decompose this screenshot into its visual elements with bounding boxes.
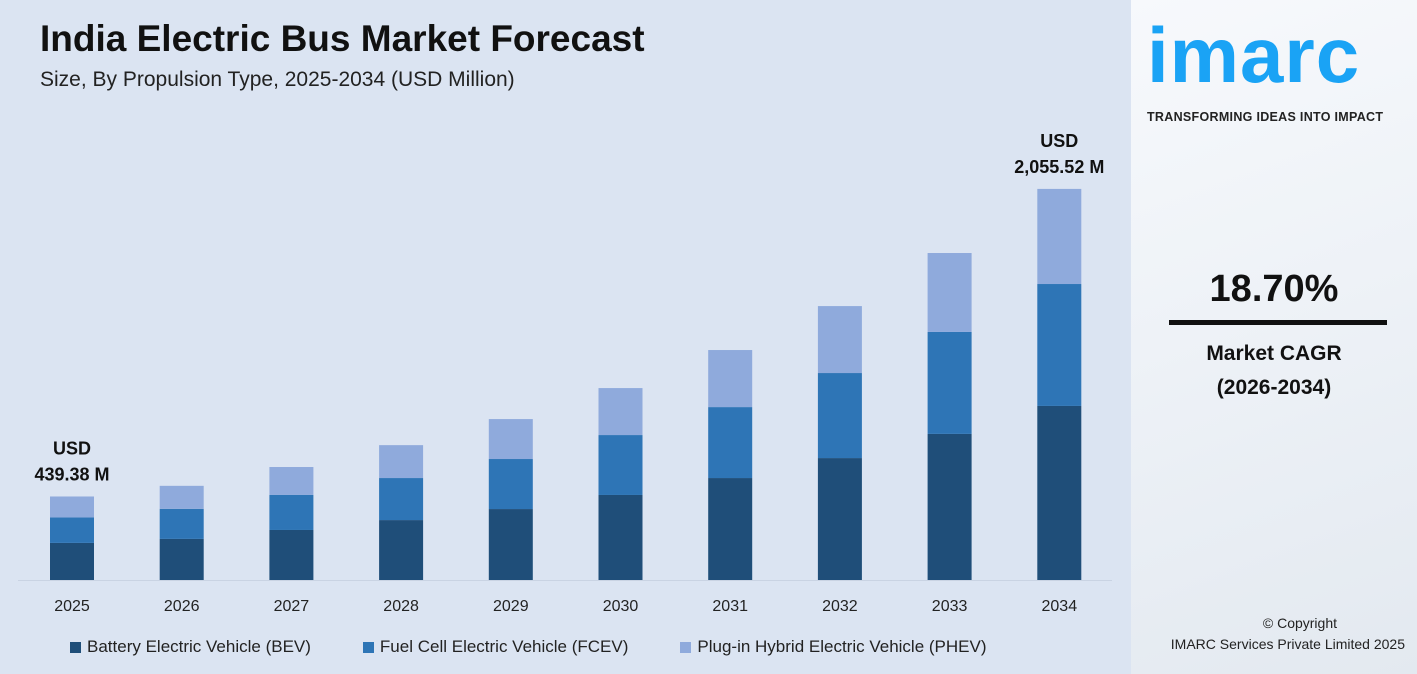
bar-segment-2029-1 bbox=[488, 459, 533, 510]
company-name: IMARC Services Private Limited 2025 bbox=[1170, 636, 1405, 652]
legend: Battery Electric Vehicle (BEV) Fuel Cell … bbox=[70, 637, 1039, 657]
data-label-2025: 439.38 M bbox=[34, 464, 109, 484]
data-label-2034: 2,055.52 M bbox=[1014, 157, 1104, 177]
legend-item: Plug-in Hybrid Electric Vehicle (PHEV) bbox=[680, 637, 987, 657]
x-tick-label: 2032 bbox=[822, 598, 858, 615]
legend-item: Fuel Cell Electric Vehicle (FCEV) bbox=[362, 637, 629, 657]
bar-segment-2031-1 bbox=[708, 407, 753, 479]
x-tick-label: 2026 bbox=[164, 598, 200, 615]
chart-subtitle: Size, By Propulsion Type, 2025-2034 (USD… bbox=[40, 68, 515, 91]
bar-segment-2030-0 bbox=[598, 494, 643, 580]
bar-segment-2025-0 bbox=[50, 542, 94, 580]
legend-swatch bbox=[70, 641, 81, 653]
cagr-divider bbox=[1169, 320, 1387, 325]
legend-label: Fuel Cell Electric Vehicle (FCEV) bbox=[379, 637, 629, 656]
data-label-2034: USD bbox=[1040, 131, 1078, 151]
bar-segment-2032-0 bbox=[817, 458, 862, 580]
bar-segment-2027-2 bbox=[269, 467, 314, 495]
x-tick-label: 2029 bbox=[493, 598, 529, 615]
bar-segment-2028-0 bbox=[379, 520, 424, 580]
cagr-value: 18.70% bbox=[1209, 268, 1339, 310]
bar-chart: 2025 2026 2027 2028 2029 2030 2031 2032 2033 2034… bbox=[18, 131, 1112, 615]
imarc-logo: imarc bbox=[1147, 11, 1361, 99]
cagr-label: Market CAGR bbox=[1206, 342, 1342, 365]
bar-segment-2026-2 bbox=[159, 485, 204, 509]
x-tick-label: 2027 bbox=[274, 598, 310, 615]
x-tick-label: 2028 bbox=[383, 598, 419, 615]
legend-swatch bbox=[362, 641, 374, 653]
bar-segment-2026-0 bbox=[159, 538, 204, 580]
bar-segment-2028-2 bbox=[379, 445, 424, 479]
bar-segment-2034-2 bbox=[1037, 188, 1082, 285]
bar-segment-2031-2 bbox=[708, 350, 753, 408]
x-tick-label: 2031 bbox=[712, 598, 748, 615]
bar-segment-2032-1 bbox=[817, 373, 862, 459]
chart-panel: India Electric Bus Market Forecast Size,… bbox=[18, 18, 1112, 657]
x-tick-label: 2033 bbox=[932, 598, 968, 615]
copyright: © Copyright bbox=[1262, 615, 1337, 631]
bar-segment-2025-2 bbox=[50, 496, 94, 518]
bar-segment-2034-0 bbox=[1037, 405, 1082, 580]
bar-segment-2034-1 bbox=[1037, 284, 1082, 406]
bar-segment-2028-1 bbox=[379, 478, 424, 521]
x-tick-label: 2034 bbox=[1042, 598, 1078, 615]
legend-item: Battery Electric Vehicle (BEV) bbox=[70, 637, 311, 657]
bar-segment-2032-2 bbox=[817, 306, 862, 374]
bar-segment-2030-1 bbox=[598, 435, 643, 495]
legend-swatch bbox=[680, 641, 692, 653]
bar-segment-2027-0 bbox=[269, 529, 314, 580]
bar-segment-2031-0 bbox=[708, 478, 753, 580]
chart-title: India Electric Bus Market Forecast bbox=[40, 18, 645, 59]
bar-segment-2030-2 bbox=[598, 388, 643, 436]
x-tick-label: 2025 bbox=[54, 598, 90, 615]
bar-segment-2025-1 bbox=[50, 517, 94, 543]
legend-label: Plug-in Hybrid Electric Vehicle (PHEV) bbox=[697, 637, 987, 656]
brand-tagline: TRANSFORMING IDEAS INTO IMPACT bbox=[1147, 110, 1384, 124]
bar-segment-2026-1 bbox=[159, 508, 204, 539]
bar-segment-2033-2 bbox=[927, 253, 972, 332]
bar-segment-2029-2 bbox=[488, 419, 533, 460]
bar-segment-2033-0 bbox=[927, 433, 972, 580]
cagr-period: (2026-2034) bbox=[1216, 376, 1332, 399]
bar-segment-2029-0 bbox=[488, 509, 533, 580]
legend-label: Battery Electric Vehicle (BEV) bbox=[87, 637, 311, 656]
data-label-2025: USD bbox=[53, 438, 91, 458]
x-tick-label: 2030 bbox=[603, 598, 639, 615]
bar-segment-2027-1 bbox=[269, 494, 314, 530]
brand-panel: imarc TRANSFORMING IDEAS INTO IMPACT 18.… bbox=[1131, 0, 1417, 674]
bar-segment-2033-1 bbox=[927, 331, 972, 434]
